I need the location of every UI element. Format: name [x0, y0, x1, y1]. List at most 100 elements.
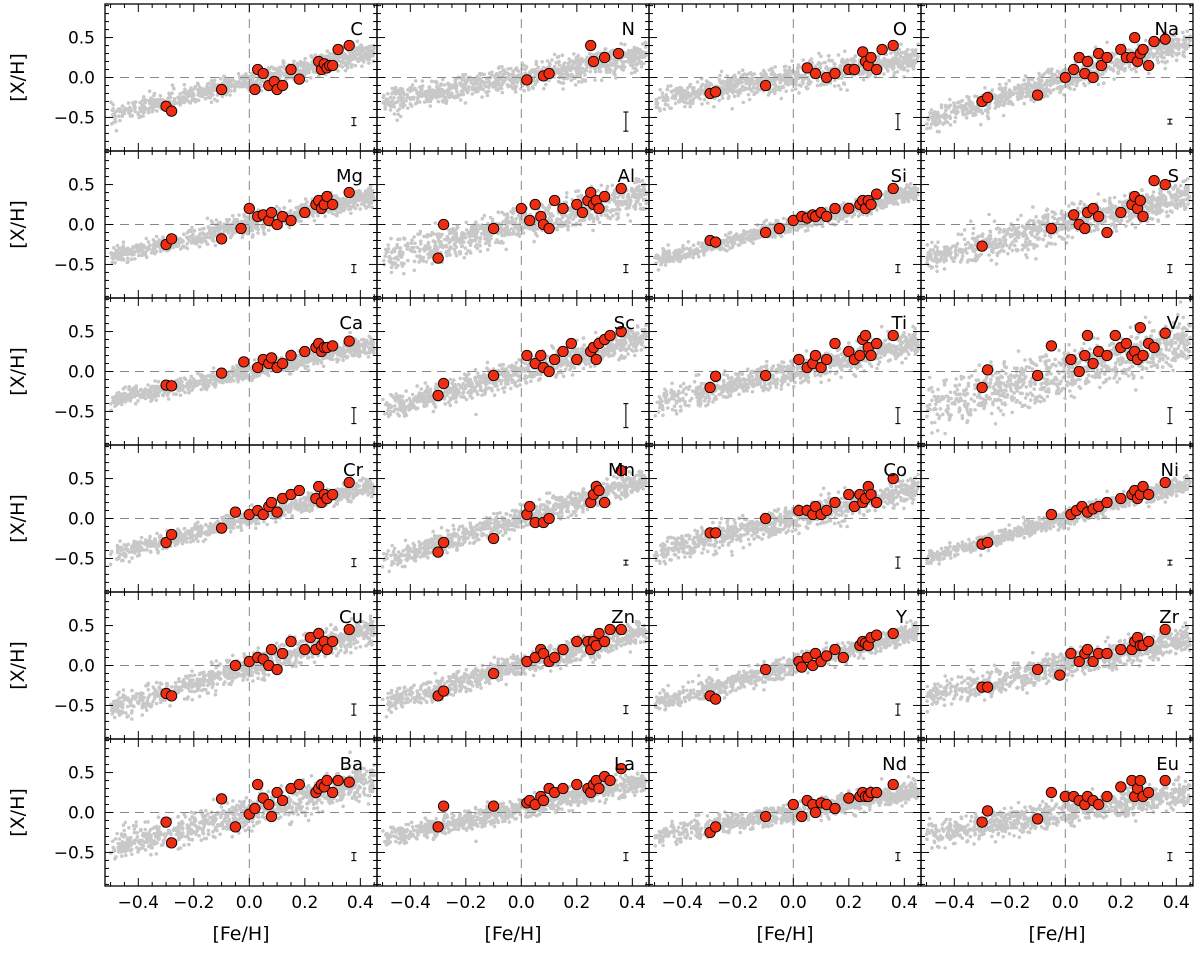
comparison-point [1179, 43, 1184, 48]
comparison-point [421, 259, 425, 263]
comparison-point [505, 83, 510, 87]
comparison-point [463, 101, 468, 105]
comparison-point [441, 77, 445, 82]
comparison-point [558, 67, 562, 72]
comparison-point [935, 116, 940, 120]
comparison-point [587, 52, 592, 56]
comparison-point [1003, 88, 1008, 93]
comparison-point [148, 243, 152, 248]
comparison-point [197, 232, 202, 237]
comparison-point [433, 93, 438, 98]
comparison-point [486, 89, 491, 93]
comparison-point [1075, 81, 1079, 85]
comparison-point [350, 63, 354, 67]
comparison-point [181, 98, 186, 103]
comparison-point [605, 205, 609, 209]
comparison-point [941, 122, 945, 126]
comparison-point [405, 95, 410, 100]
comparison-point [527, 87, 531, 92]
comparison-point [351, 57, 356, 61]
comparison-point [355, 58, 360, 62]
comparison-point [1177, 47, 1181, 51]
comparison-point [365, 190, 370, 195]
comparison-point [720, 79, 725, 84]
comparison-point [907, 54, 911, 58]
comparison-point [284, 73, 288, 78]
comparison-point [832, 84, 837, 88]
comparison-point [143, 98, 148, 102]
comparison-point [670, 90, 674, 94]
comparison-point [126, 108, 131, 112]
comparison-point [740, 80, 744, 84]
comparison-point [773, 84, 778, 89]
comparison-point [892, 70, 897, 75]
comparison-point [1044, 83, 1048, 87]
comparison-point [418, 92, 423, 97]
comparison-point [336, 58, 341, 63]
comparison-point [642, 61, 646, 66]
comparison-point [478, 77, 483, 81]
comparison-point [309, 76, 313, 80]
comparison-point [626, 213, 630, 217]
comparison-point [911, 66, 916, 71]
comparison-point [185, 241, 189, 246]
comparison-point [615, 217, 619, 221]
comparison-point [367, 57, 372, 61]
comparison-point [1166, 45, 1170, 49]
comparison-point [969, 108, 974, 113]
comparison-point [154, 249, 159, 254]
comparison-point [533, 82, 537, 87]
comparison-point [1050, 72, 1055, 76]
comparison-point [785, 80, 789, 84]
comparison-point [972, 111, 976, 116]
comparison-point [121, 256, 125, 261]
comparison-point [839, 87, 843, 91]
comparison-point [393, 85, 398, 90]
comparison-point [464, 228, 469, 232]
comparison-point [183, 88, 188, 93]
comparison-point [795, 66, 800, 70]
comparison-point [299, 203, 304, 207]
comparison-point [245, 215, 249, 219]
comparison-point [607, 66, 611, 71]
comparison-point [430, 79, 434, 84]
comparison-point [351, 202, 356, 206]
comparison-point [928, 111, 932, 115]
comparison-point [210, 237, 215, 242]
comparison-point [747, 97, 752, 102]
comparison-point [118, 118, 122, 123]
comparison-point [453, 85, 457, 90]
comparison-point [485, 93, 490, 98]
comparison-point [641, 42, 645, 46]
comparison-point [542, 86, 546, 91]
comparison-point [140, 253, 144, 258]
comparison-point [514, 80, 518, 84]
comparison-point [493, 75, 497, 79]
comparison-point [177, 96, 181, 100]
comparison-point [718, 73, 722, 78]
comparison-point [740, 68, 745, 72]
comparison-point [349, 198, 354, 203]
comparison-point [296, 205, 300, 210]
comparison-point [441, 100, 446, 104]
comparison-point [965, 107, 969, 111]
comparison-point [232, 88, 237, 93]
comparison-point [292, 59, 296, 64]
comparison-point [619, 41, 623, 46]
comparison-point [764, 75, 769, 79]
comparison-point [492, 80, 496, 85]
comparison-point [212, 229, 216, 234]
comparison-point [180, 245, 185, 249]
comparison-point [1001, 113, 1006, 118]
comparison-point [815, 78, 820, 83]
comparison-point [155, 109, 159, 113]
comparison-point [158, 93, 163, 98]
comparison-point [486, 247, 490, 252]
comparison-point [552, 52, 557, 57]
comparison-point [750, 73, 754, 77]
comparison-point [144, 236, 149, 241]
comparison-point [369, 192, 373, 197]
comparison-point [111, 102, 115, 107]
comparison-point [654, 105, 659, 110]
comparison-point [403, 237, 407, 241]
